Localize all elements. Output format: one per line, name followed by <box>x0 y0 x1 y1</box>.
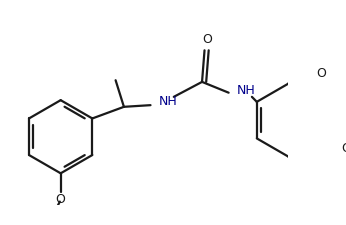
Text: NH: NH <box>237 84 256 97</box>
Text: O: O <box>202 33 212 46</box>
Text: O: O <box>56 193 66 206</box>
Text: O: O <box>316 67 326 80</box>
Text: NH: NH <box>159 95 177 108</box>
Text: O: O <box>341 142 346 155</box>
